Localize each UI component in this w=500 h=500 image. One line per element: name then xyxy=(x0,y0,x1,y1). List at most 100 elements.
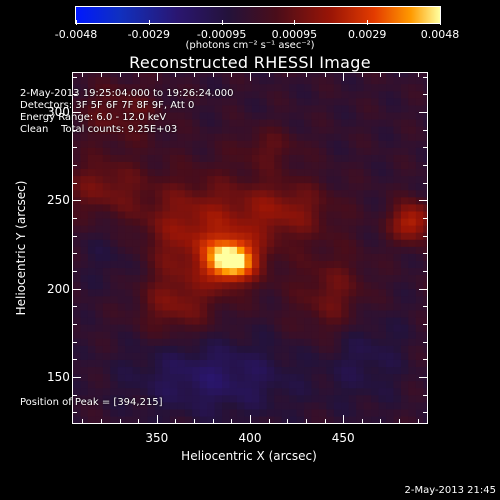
heatmap-cell xyxy=(110,203,119,212)
heatmap-cell xyxy=(304,182,313,191)
heatmap-cell xyxy=(341,182,350,191)
heatmap-cell xyxy=(266,295,275,304)
heatmap-cell xyxy=(169,232,178,240)
heatmap-cell xyxy=(408,76,417,85)
heatmap-cell xyxy=(318,281,327,290)
heatmap-cell xyxy=(408,281,417,290)
heatmap-cell xyxy=(371,225,380,233)
heatmap-cell xyxy=(400,295,409,304)
heatmap-cell xyxy=(326,76,335,85)
heatmap-cell xyxy=(400,338,409,346)
heatmap-cell xyxy=(87,415,96,423)
heatmap-cell xyxy=(117,281,126,290)
heatmap-cell xyxy=(371,118,380,127)
heatmap-cell xyxy=(304,73,313,78)
heatmap-cell xyxy=(408,203,417,212)
heatmap-cell xyxy=(348,267,357,276)
heatmap-cell xyxy=(154,309,164,318)
heatmap-cell xyxy=(296,260,305,269)
heatmap-cell xyxy=(184,415,193,423)
heatmap-cell xyxy=(140,111,149,120)
heatmap-cell xyxy=(393,288,402,297)
heatmap-cell xyxy=(363,288,372,297)
heatmap-cell xyxy=(95,338,104,346)
heatmap-cell xyxy=(363,210,372,219)
x-minor-tick xyxy=(380,73,382,77)
heatmap-cell xyxy=(110,316,119,325)
x-minor-tick xyxy=(138,73,140,77)
heatmap-cell xyxy=(117,175,126,184)
x-tick-label: 400 xyxy=(238,431,262,445)
heatmap-cell xyxy=(311,387,320,396)
heatmap-cell xyxy=(207,267,216,276)
heatmap-cell xyxy=(214,302,223,311)
heatmap-cell xyxy=(408,309,417,318)
heatmap-cell xyxy=(110,182,119,191)
heatmap-cell xyxy=(214,267,223,276)
heatmap-cell xyxy=(386,295,395,304)
heatmap-cell xyxy=(80,133,89,141)
heatmap-cell xyxy=(95,104,104,113)
y-tick-left xyxy=(73,200,81,202)
heatmap-cell xyxy=(244,267,253,276)
heatmap-cell xyxy=(423,225,427,233)
heatmap-cell xyxy=(147,267,156,276)
heatmap-cell xyxy=(363,373,372,382)
heatmap-cell xyxy=(266,345,275,353)
heatmap-cell xyxy=(192,338,201,346)
heatmap-cell xyxy=(400,380,409,389)
heatmap-cell xyxy=(140,161,149,170)
heatmap-cell xyxy=(341,373,350,382)
heatmap-cell xyxy=(177,281,186,290)
heatmap-cell xyxy=(274,133,283,141)
heatmap-cell xyxy=(80,73,89,78)
heatmap-cell xyxy=(348,309,357,318)
heatmap-cell xyxy=(125,90,134,99)
heatmap-cell xyxy=(132,401,141,410)
heatmap-cell xyxy=(408,373,417,382)
heatmap-cell xyxy=(229,281,238,290)
heatmap-cell xyxy=(184,253,193,261)
heatmap-cell xyxy=(214,210,223,219)
heatmap-cell xyxy=(87,203,96,212)
heatmap-cell xyxy=(378,217,387,226)
heatmap-cell xyxy=(281,387,290,396)
heatmap-cell xyxy=(162,408,171,417)
heatmap-cell xyxy=(393,189,402,198)
heatmap-cell xyxy=(378,359,387,368)
heatmap-cell xyxy=(154,175,164,184)
heatmap-cell xyxy=(147,111,156,120)
heatmap-cell xyxy=(318,182,327,191)
heatmap-cell xyxy=(125,133,134,141)
heatmap-cell xyxy=(266,331,275,339)
heatmap-cell xyxy=(266,161,275,170)
heatmap-cell xyxy=(169,387,178,396)
heatmap-cell xyxy=(296,147,305,155)
heatmap-cell xyxy=(117,97,126,106)
heatmap-cell xyxy=(236,260,246,269)
heatmap-cell xyxy=(400,104,409,113)
heatmap-cell xyxy=(333,217,342,226)
heatmap-cell xyxy=(177,288,186,297)
heatmap-cell xyxy=(147,140,156,148)
heatmap-cell xyxy=(110,246,119,254)
heatmap-cell xyxy=(415,338,424,346)
y-minor-tick xyxy=(423,412,427,414)
heatmap-cell xyxy=(371,408,380,417)
heatmap-cell xyxy=(281,168,290,177)
heatmap-cell xyxy=(132,210,141,219)
heatmap-cell xyxy=(274,331,283,339)
colorbar-tick xyxy=(221,20,223,25)
heatmap-cell xyxy=(95,161,104,170)
x-minor-tick xyxy=(324,73,326,77)
heatmap-cell xyxy=(296,225,305,233)
y-tick-right xyxy=(419,111,427,113)
heatmap-cell xyxy=(318,97,327,106)
heatmap-cell xyxy=(117,295,126,304)
heatmap-cell xyxy=(311,76,320,85)
heatmap-cell xyxy=(311,126,320,134)
heatmap-cell xyxy=(393,154,402,162)
heatmap-cell xyxy=(110,133,119,141)
heatmap-cell xyxy=(192,331,201,339)
heatmap-cell xyxy=(207,111,216,120)
